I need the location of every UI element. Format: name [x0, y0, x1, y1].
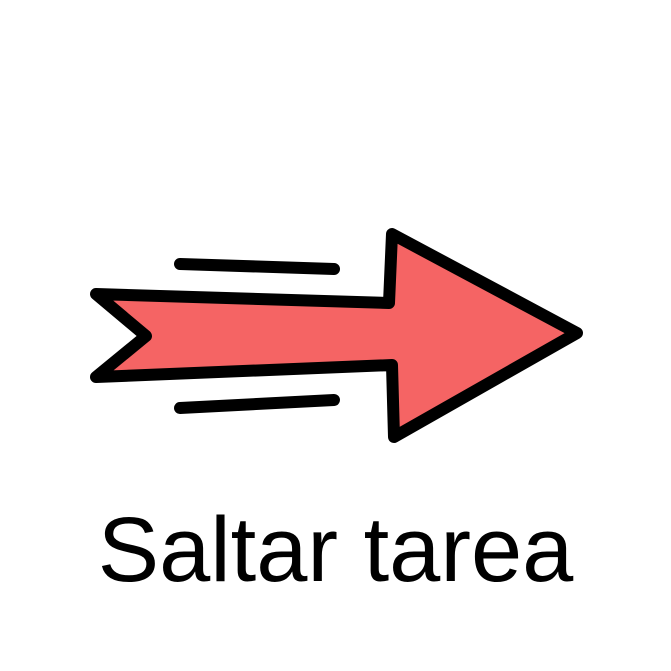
motion-line-bottom	[174, 394, 340, 414]
motion-line-top	[174, 258, 340, 275]
caption-label: Saltar tarea	[97, 499, 574, 601]
arrow-shape	[90, 228, 583, 443]
